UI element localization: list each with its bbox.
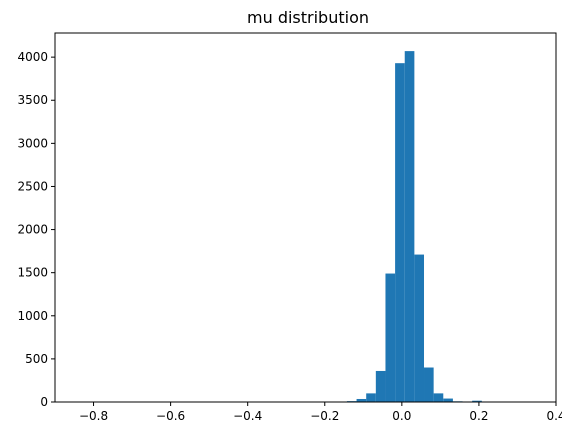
histogram-bar-12 [472, 400, 482, 402]
x-tick-label: −0.6 [156, 409, 185, 423]
x-tick-label: −0.4 [233, 409, 262, 423]
y-tick-label: 4000 [17, 50, 48, 64]
x-tick-label: −0.8 [79, 409, 108, 423]
x-tick-label: −0.2 [310, 409, 339, 423]
x-axis: −0.8 −0.6 −0.4 −0.2 0.0 0.2 0.4 [79, 402, 562, 423]
x-tick-label: 0.2 [469, 409, 488, 423]
y-tick-label: 2000 [17, 223, 48, 237]
histogram-bars [346, 51, 492, 403]
histogram-bar-8 [424, 367, 434, 402]
y-tick-label: 1000 [17, 309, 48, 323]
y-tick-label: 1500 [17, 266, 48, 280]
histogram-bar-5 [395, 63, 405, 402]
histogram-bar-3 [375, 370, 386, 402]
chart-title: mu distribution [247, 8, 369, 27]
histogram-bar-1 [356, 398, 367, 402]
y-tick-label: 500 [25, 352, 48, 366]
histogram-bar-6 [404, 51, 415, 403]
y-tick-label: 0 [40, 395, 48, 409]
x-tick-label: 0.0 [392, 409, 411, 423]
histogram-bar-7 [414, 254, 425, 402]
histogram-bar-10 [443, 398, 453, 402]
y-tick-label: 2500 [17, 179, 48, 193]
plot-frame [54, 32, 557, 403]
y-axis: 0 500 1000 1500 2000 2500 3000 3500 4000 [17, 50, 55, 409]
y-tick-label: 3500 [17, 93, 48, 107]
y-tick-label: 3000 [17, 136, 48, 150]
histogram-bar-4 [385, 273, 396, 402]
histogram-bar-2 [366, 393, 376, 402]
histogram-bar-9 [433, 393, 444, 402]
x-tick-label: 0.4 [546, 409, 562, 423]
